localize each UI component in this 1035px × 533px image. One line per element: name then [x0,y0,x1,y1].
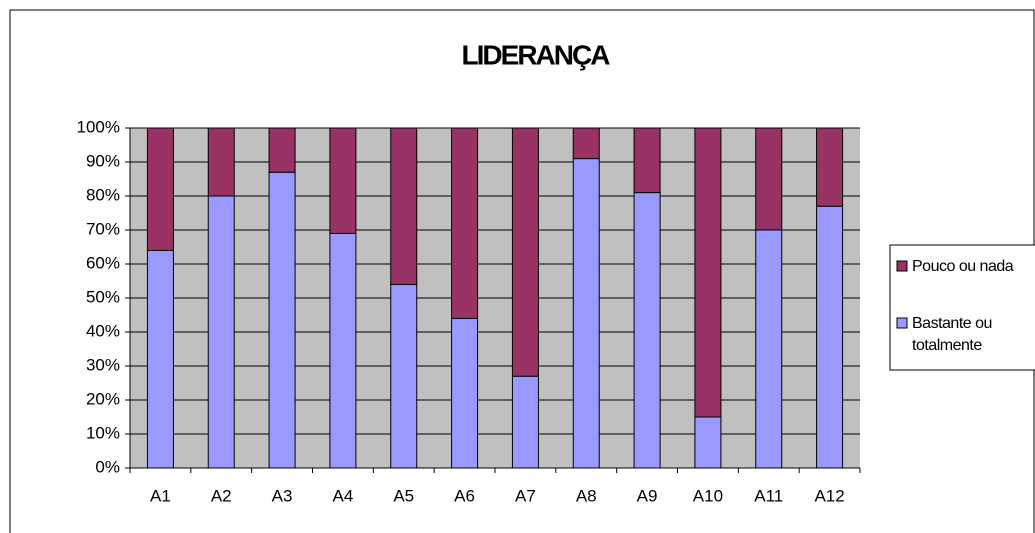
bar-segment [755,127,783,231]
bar-segment [268,127,296,173]
bar-segment [755,229,783,469]
bar-segment [816,205,844,469]
bar-segment [633,127,661,194]
bar-segment [633,192,661,469]
legend-swatch [896,260,908,272]
bar-segment [146,127,174,251]
y-tick-label: 10% [86,423,120,442]
legend-label: Bastante ou totalmente [912,315,992,354]
x-tick-label: A6 [454,486,475,505]
bar-segment [329,232,357,469]
bar-segment [207,195,235,469]
y-tick-label: 90% [86,151,120,170]
x-tick-label: A9 [637,486,658,505]
bar-segment [329,127,357,234]
bar-segment [451,127,479,319]
x-tick-label: A2 [211,486,232,505]
x-tick-label: A1 [150,486,171,505]
bar-segment [694,127,722,418]
y-tick-label: 80% [86,185,120,204]
x-tick-label: A7 [515,486,536,505]
y-tick-label: 100% [77,117,120,136]
x-tick-label: A10 [693,486,723,505]
x-tick-label: A11 [754,486,783,505]
bar-segment [451,317,479,469]
y-tick-label: 40% [86,321,120,340]
y-tick-label: 50% [86,287,120,306]
bar-segment [694,416,722,469]
legend-swatch [896,317,908,329]
y-tick-label: 30% [86,355,120,374]
y-tick-label: 0% [95,457,120,476]
chart-title: LIDERANÇA [462,39,611,70]
bar-segment [816,127,844,207]
bar-segment [572,158,600,469]
bar-segment [268,171,296,469]
bar-segment [390,127,418,285]
bar-segment [511,375,539,469]
bar-segment [390,283,418,469]
legend-label: Pouco ou nada [912,258,1014,275]
x-tick-label: A4 [333,486,354,505]
x-tick-label: A8 [576,486,597,505]
bar-segment [207,127,235,197]
x-tick-label: A3 [272,486,293,505]
x-tick-label: A12 [814,486,844,505]
bar-segment [511,127,539,377]
y-tick-label: 20% [86,389,120,408]
bar-segment [146,249,174,469]
y-tick-label: 70% [86,219,120,238]
legend-box [889,244,1035,371]
bar-segment [572,127,600,160]
y-tick-label: 60% [86,253,120,272]
x-tick-label: A5 [393,486,414,505]
